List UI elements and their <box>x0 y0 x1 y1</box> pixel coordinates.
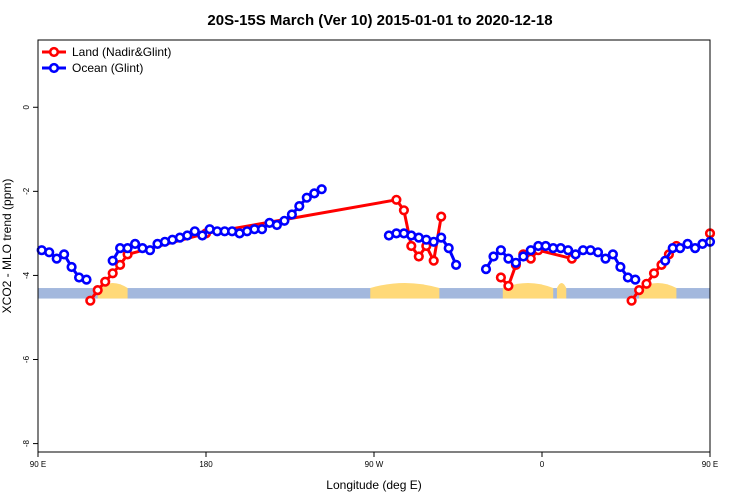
ocean-point <box>130 238 141 249</box>
ocean-point <box>674 243 686 254</box>
ocean-point <box>144 245 156 256</box>
land-band-1 <box>97 282 128 299</box>
land-point <box>503 280 514 292</box>
land-point <box>114 259 126 271</box>
ocean-point <box>480 264 492 275</box>
legend-label-land: Land (Nadir&Glint) <box>72 45 171 59</box>
ocean-point <box>436 232 447 243</box>
x-tick-label: 0 <box>540 460 545 469</box>
land-point <box>413 251 424 262</box>
ocean-point <box>66 261 77 273</box>
ocean-point <box>503 253 514 264</box>
ocean-point <box>81 274 92 285</box>
x-tick-label: 90 W <box>365 460 384 469</box>
x-tick-label: 90 E <box>30 460 46 469</box>
ocean-point <box>197 230 208 241</box>
land-point <box>495 272 507 283</box>
ocean-point <box>316 184 327 195</box>
x-axis-label: Longitude (deg E) <box>326 478 421 492</box>
ocean-point <box>630 274 641 285</box>
ocean-point <box>309 188 320 199</box>
land-band-3 <box>502 282 554 299</box>
land-point <box>436 211 447 222</box>
y-axis-label: XCO2 - MLO trend (ppm) <box>0 179 14 314</box>
ocean-point <box>495 245 507 256</box>
ocean-point <box>570 249 581 260</box>
ocean-point <box>286 209 298 220</box>
land-point <box>406 240 417 252</box>
ocean-point <box>189 226 200 237</box>
ocean-point <box>294 201 305 212</box>
y-tick-label: 0 <box>22 104 31 109</box>
ocean-point <box>256 224 268 235</box>
land-point <box>85 295 96 306</box>
ocean-point <box>122 243 133 254</box>
ocean-point <box>615 261 626 273</box>
land-point <box>428 255 439 266</box>
land-point <box>100 276 111 287</box>
land-point <box>391 194 402 205</box>
ocean-point <box>510 257 522 268</box>
ocean-point <box>562 245 574 256</box>
series-layer <box>36 184 716 306</box>
ocean-point <box>607 249 619 260</box>
ocean-point <box>271 219 283 231</box>
x-axis: 90 E 180 90 W 0 90 E <box>30 452 718 469</box>
ocean-point <box>279 215 290 226</box>
y-tick-label: -8 <box>22 439 31 447</box>
land-band-4 <box>556 282 567 299</box>
ocean-point <box>443 243 454 254</box>
chart-title: 20S-15S March (Ver 10) 2015-01-01 to 202… <box>207 12 552 29</box>
land-band-2 <box>370 282 440 299</box>
ocean-point <box>301 192 312 203</box>
y-axis: 0 -2 -4 -6 -8 <box>22 104 38 447</box>
ocean-point <box>525 245 536 256</box>
ocean-point <box>689 243 701 254</box>
ocean-point <box>600 253 611 264</box>
ocean-point <box>51 253 62 264</box>
legend-marker-land <box>48 46 60 58</box>
land-point <box>626 295 637 306</box>
ocean-point <box>660 255 671 266</box>
land-point <box>641 278 652 289</box>
land-point <box>648 268 660 279</box>
x-tick-label: 90 E <box>702 460 718 469</box>
ocean-point <box>428 236 439 247</box>
ocean-point <box>592 247 604 258</box>
legend-label-ocean: Ocean (Glint) <box>72 61 143 75</box>
ocean-point <box>518 251 529 262</box>
y-tick-label: -2 <box>22 187 31 195</box>
legend: Land (Nadir&Glint) Ocean (Glint) <box>42 45 171 75</box>
ocean-point <box>107 255 118 266</box>
y-tick-label: -6 <box>22 355 31 363</box>
x-tick-label: 180 <box>199 460 213 469</box>
ocean-point <box>488 251 499 262</box>
ocean-point <box>682 238 693 249</box>
land-point <box>633 285 645 296</box>
land-point <box>398 205 410 216</box>
surface-band <box>38 282 710 299</box>
ocean-point <box>44 247 55 258</box>
ocean-point <box>182 230 193 241</box>
land-point <box>92 285 103 296</box>
ocean-point <box>451 259 462 271</box>
ocean-point <box>58 249 70 260</box>
land-point <box>107 268 118 279</box>
y-tick-label: -4 <box>22 271 31 279</box>
legend-marker-ocean <box>48 62 60 74</box>
